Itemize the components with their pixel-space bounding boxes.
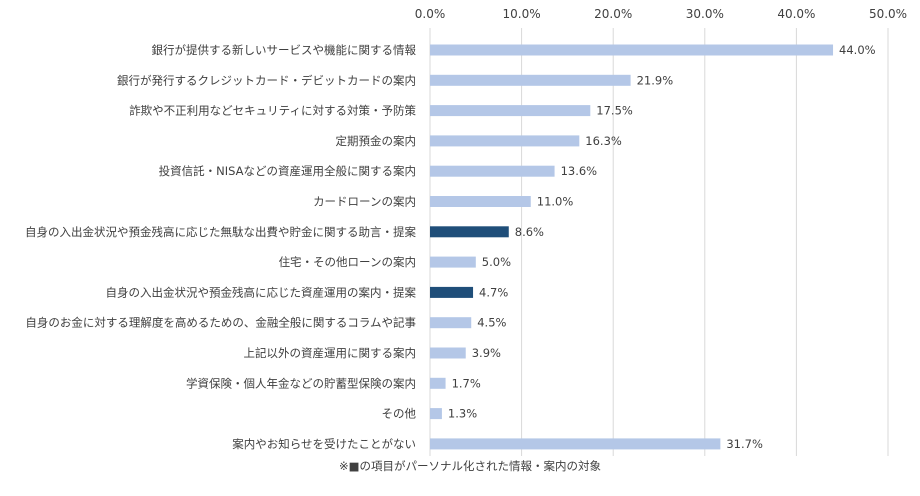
category-label: 銀行が提供する新しいサービスや機能に関する情報	[152, 43, 417, 57]
value-label: 1.3%	[448, 407, 477, 421]
bar	[430, 317, 472, 329]
x-tick-label: 40.0%	[777, 7, 815, 21]
value-label: 8.6%	[515, 225, 544, 239]
value-label: 21.9%	[637, 73, 674, 87]
value-label: 4.5%	[477, 316, 506, 330]
grid-lines	[429, 28, 889, 456]
value-label: 16.3%	[585, 134, 622, 148]
value-label: 5.0%	[482, 255, 511, 269]
x-tick-label: 10.0%	[503, 7, 541, 21]
bar	[430, 347, 466, 359]
value-label: 4.7%	[479, 285, 508, 299]
bar	[430, 438, 721, 450]
x-axis-ticks: 0.0% 10.0% 20.0% 30.0% 40.0% 50.0%	[415, 7, 907, 21]
x-tick-label: 50.0%	[869, 7, 907, 21]
value-label: 13.6%	[561, 164, 598, 178]
bar	[430, 44, 834, 56]
category-label: 自身の入出金状況や預金残高に応じた無駄な出費や貯金に関する助言・提案	[25, 225, 416, 239]
value-label: 3.9%	[472, 346, 501, 360]
bar	[430, 196, 531, 207]
bar	[430, 135, 580, 147]
category-label: 案内やお知らせを受けたことがない	[232, 437, 416, 451]
bar	[430, 408, 442, 420]
value-label: 17.5%	[596, 104, 633, 118]
x-tick-label: 0.0%	[415, 7, 446, 21]
bars	[430, 44, 834, 450]
value-label: 1.7%	[452, 376, 481, 390]
footnote: ※■の項目がパーソナル化された情報・案内の対象	[339, 459, 601, 473]
bar	[430, 256, 476, 268]
category-label: 定期預金の案内	[336, 134, 417, 148]
bar	[430, 74, 631, 86]
category-labels: 銀行が提供する新しいサービスや機能に関する情報銀行が発行するクレジットカード・デ…	[25, 43, 416, 451]
value-label: 11.0%	[537, 195, 574, 209]
category-label: 上記以外の資産運用に関する案内	[244, 346, 417, 360]
bar	[430, 377, 446, 389]
bar	[430, 226, 509, 238]
category-label: 自身の入出金状況や預金残高に応じた資産運用の案内・提案	[106, 285, 417, 299]
value-label: 31.7%	[726, 437, 763, 451]
bar	[430, 286, 474, 298]
category-label: その他	[382, 407, 417, 421]
category-label: 学資保険・個人年金などの貯蓄型保険の案内	[186, 376, 416, 390]
value-label: 44.0%	[839, 43, 876, 57]
category-label: 投資信託・NISAなどの資産運用全般に関する案内	[159, 164, 416, 178]
category-label: カードローンの案内	[313, 195, 416, 209]
category-label: 詐欺や不正利用などセキュリティに対する対策・予防策	[129, 104, 416, 118]
x-tick-label: 20.0%	[594, 7, 632, 21]
value-labels: 44.0% 21.9% 17.5% 16.3% 13.6% 11.0% 8.6% 5.0% 4.…	[448, 43, 876, 451]
bar	[430, 105, 591, 117]
category-label: 住宅・その他ローンの案内	[279, 255, 416, 269]
category-label: 自身のお金に対する理解度を高めるための、金融全般に関するコラムや記事	[25, 316, 416, 330]
bar	[430, 165, 555, 177]
x-tick-label: 30.0%	[686, 7, 724, 21]
category-label: 銀行が発行するクレジットカード・デビットカードの案内	[117, 73, 416, 87]
